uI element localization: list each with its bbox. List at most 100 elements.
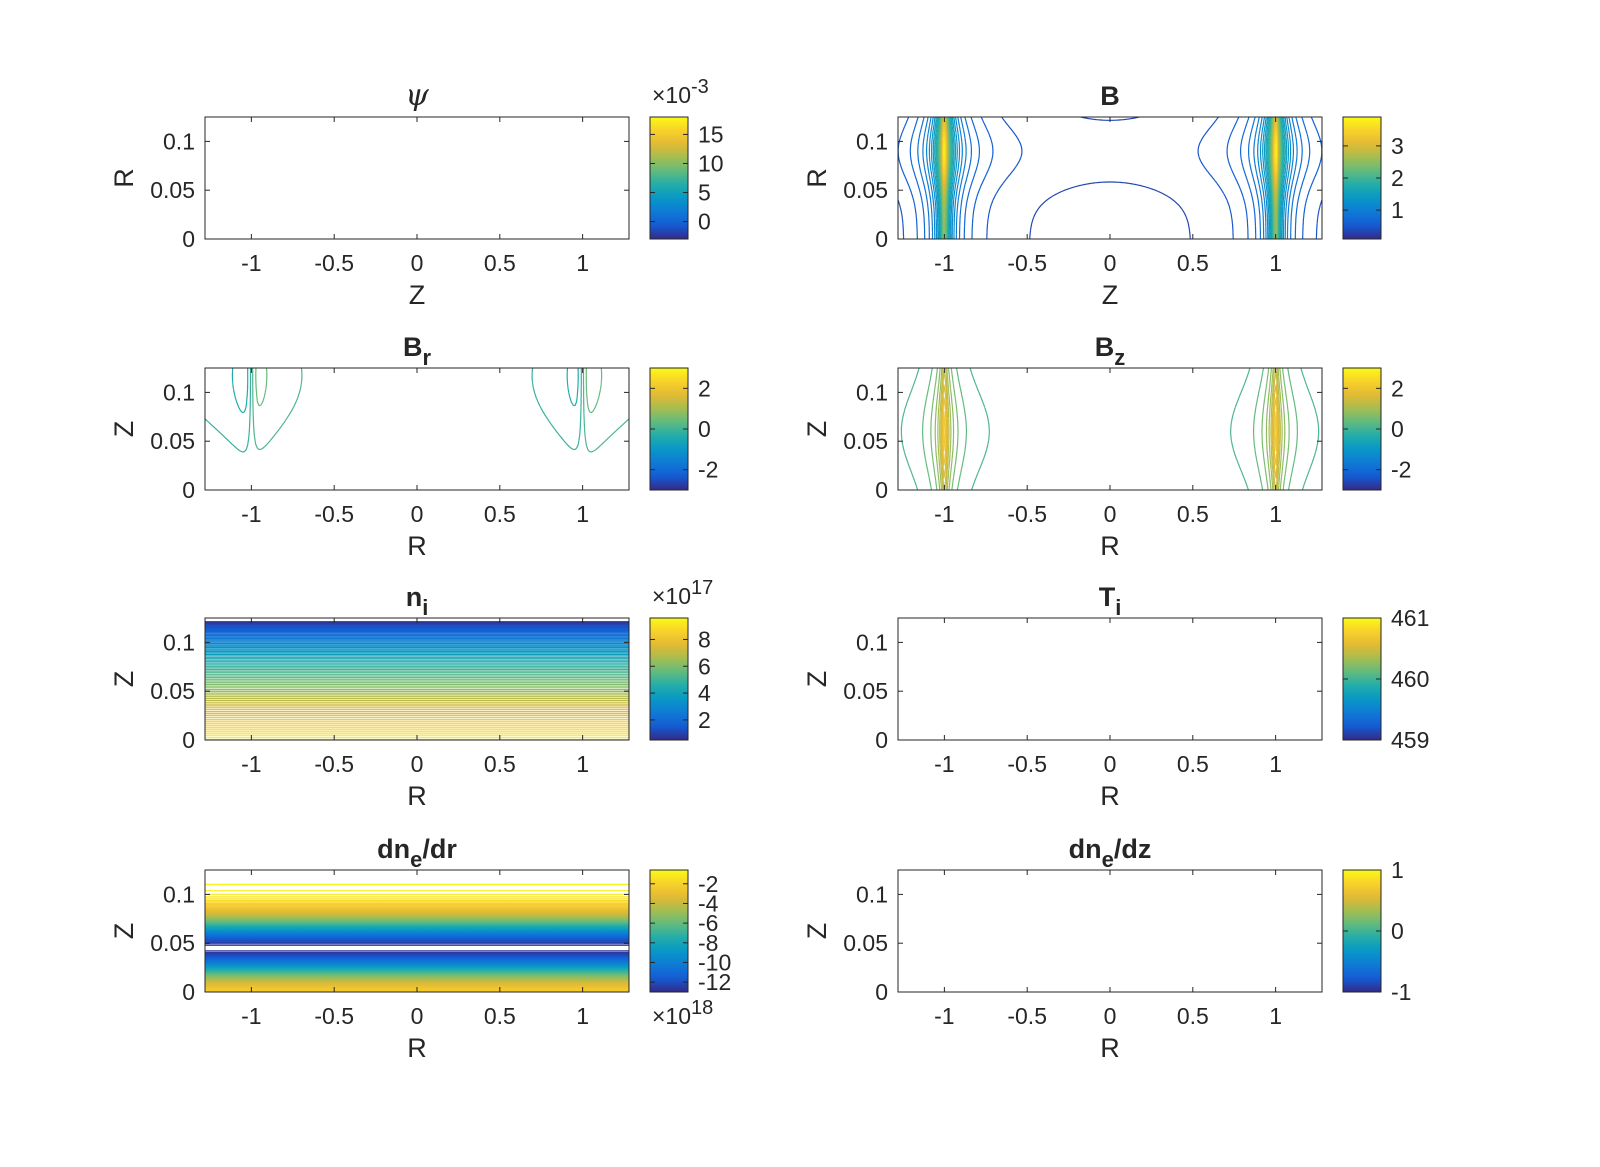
x-tick-label: -1 xyxy=(934,1003,954,1029)
contour-level-9 xyxy=(928,117,1292,239)
y-tick-label: 0.1 xyxy=(856,128,888,154)
contour-level-12 xyxy=(252,368,629,453)
colorbar-tick-label: -8 xyxy=(698,930,718,956)
subplot-title: Br xyxy=(403,332,432,370)
x-tick-label: 1 xyxy=(1269,501,1282,527)
y-tick-label: 0.1 xyxy=(163,379,195,405)
contour-level-21 xyxy=(941,384,1279,479)
y-tick-label: 0.05 xyxy=(843,930,888,956)
x-tick-label: 1 xyxy=(1269,250,1282,276)
y-tick-label: 0 xyxy=(875,477,888,503)
contour-level-14 xyxy=(900,368,1320,490)
subplot-4: -1 -0.5 0 0.5 1 0 0.05 0.1 R Z Bz -2 0 2 xyxy=(802,332,1411,561)
x-tick-label: 0.5 xyxy=(1177,501,1209,527)
colorbar-tick-label: 15 xyxy=(698,121,724,147)
contour-level-19 xyxy=(939,368,1281,490)
colorbar-exponent: ×1017 xyxy=(652,577,713,609)
y-tick-label: 0 xyxy=(875,979,888,1005)
x-tick-label: -1 xyxy=(934,751,954,777)
contour-level-17 xyxy=(934,368,1286,490)
y-axis-label: Z xyxy=(109,671,139,688)
x-axis-label: R xyxy=(407,531,427,561)
colorbar-tick-label: -1 xyxy=(1391,979,1411,1005)
y-tick-label: 0.1 xyxy=(856,881,888,907)
contour-level-65 xyxy=(205,909,629,987)
contour-level-5 xyxy=(205,941,629,956)
colorbar-tick-label: 459 xyxy=(1391,727,1429,753)
plot-area xyxy=(205,368,629,490)
contour-level-66 xyxy=(205,908,629,988)
contour-level-11 xyxy=(932,117,1288,239)
subplot-title: Bz xyxy=(1095,332,1126,370)
y-tick-label: 0 xyxy=(182,477,195,503)
y-tick-label: 0 xyxy=(875,226,888,252)
x-tick-label: -0.5 xyxy=(1007,501,1047,527)
colorbar-tick-label: 6 xyxy=(698,653,711,679)
x-tick-label: -1 xyxy=(934,501,954,527)
contour-level-4 xyxy=(898,117,1322,239)
contour-level-2 xyxy=(205,944,629,952)
y-tick-label: 0.05 xyxy=(150,177,195,203)
colorbar xyxy=(1342,869,1382,993)
y-tick-label: 0.05 xyxy=(843,428,888,454)
x-tick-label: 0.5 xyxy=(1177,250,1209,276)
contour-level-5 xyxy=(909,117,1311,239)
contour-level-4 xyxy=(205,942,629,955)
x-tick-label: -1 xyxy=(241,1003,261,1029)
contour-level-58 xyxy=(205,914,629,982)
subplot-2: -1 -0.5 0 0.5 1 0 0.05 0.1 Z R B 1 2 3 xyxy=(802,81,1404,310)
contour-level-13 xyxy=(935,117,1285,239)
colorbar-tick-label: 5 xyxy=(698,180,711,206)
x-tick-label: 0 xyxy=(411,1003,424,1029)
x-axis-label: R xyxy=(407,781,427,811)
y-tick-label: 0.05 xyxy=(843,177,888,203)
contour-level-6 xyxy=(205,940,629,956)
colorbar xyxy=(1342,617,1382,741)
contour-level-11 xyxy=(205,368,582,453)
y-axis-label: Z xyxy=(109,923,139,940)
y-axis-label: Z xyxy=(802,421,832,438)
x-tick-label: -0.5 xyxy=(1007,250,1047,276)
colorbar-tick-label: 0 xyxy=(698,416,711,442)
contour-level-3 xyxy=(898,117,1322,239)
contour-level-20 xyxy=(940,370,1280,490)
x-tick-label: -1 xyxy=(241,751,261,777)
y-axis-label: Z xyxy=(802,923,832,940)
x-tick-label: -0.5 xyxy=(314,1003,354,1029)
x-tick-label: 0.5 xyxy=(1177,1003,1209,1029)
contour-level-15 xyxy=(922,368,1298,490)
x-axis-label: R xyxy=(1100,1033,1120,1063)
colorbar-tick-label: 0 xyxy=(1391,416,1404,442)
contour-level-13 xyxy=(255,368,603,414)
x-tick-label: 0.5 xyxy=(484,751,516,777)
x-tick-label: -0.5 xyxy=(1007,1003,1047,1029)
colorbar-tick-label: 1 xyxy=(1391,857,1404,883)
y-tick-label: 0.1 xyxy=(856,629,888,655)
colorbar-tick-label: 2 xyxy=(1391,375,1404,401)
contour-lines xyxy=(205,621,629,740)
x-axis-label: Z xyxy=(409,280,426,310)
y-tick-label: 0.05 xyxy=(150,930,195,956)
x-tick-label: 0 xyxy=(1104,250,1117,276)
plot-area xyxy=(898,117,1322,239)
colorbar xyxy=(1342,116,1382,240)
colorbar-tick-label: 10 xyxy=(698,150,724,176)
colorbar-tick-label: -6 xyxy=(698,910,718,936)
x-tick-label: -1 xyxy=(241,501,261,527)
subplot-6: -1 -0.5 0 0.5 1 0 0.05 0.1 R Z Ti 459 460 461 xyxy=(802,582,1429,811)
colorbar xyxy=(649,367,689,491)
x-tick-label: 0.5 xyxy=(1177,751,1209,777)
colorbar-tick-label: 0 xyxy=(1391,918,1404,944)
contour-level-22 xyxy=(942,396,1278,466)
y-tick-label: 0.1 xyxy=(163,128,195,154)
contour-level-8 xyxy=(926,117,1294,239)
subplot-title: dne/dr xyxy=(377,834,457,872)
y-tick-label: 0.05 xyxy=(150,428,195,454)
colorbar-tick-label: 461 xyxy=(1391,605,1429,631)
x-tick-label: 1 xyxy=(1269,751,1282,777)
x-tick-label: 1 xyxy=(576,250,589,276)
x-tick-label: 0 xyxy=(1104,501,1117,527)
colorbar xyxy=(1342,367,1382,491)
y-tick-label: 0.05 xyxy=(843,678,888,704)
